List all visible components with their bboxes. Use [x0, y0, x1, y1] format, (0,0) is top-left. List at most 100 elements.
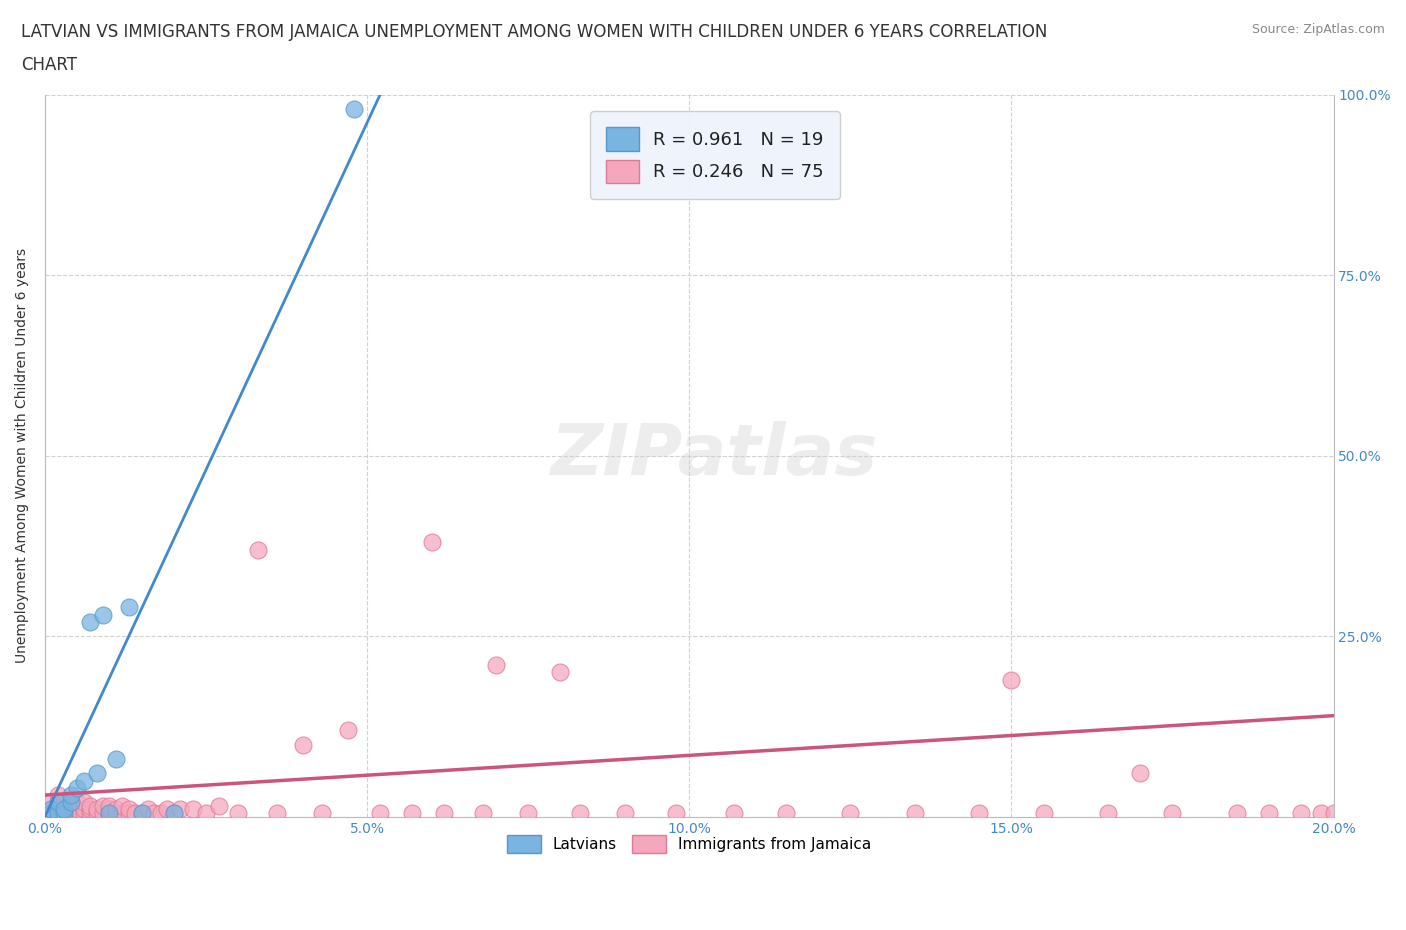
Point — [72, 773, 94, 788]
Point — [904, 805, 927, 820]
Point — [111, 799, 134, 814]
Text: Source: ZipAtlas.com: Source: ZipAtlas.com — [1251, 23, 1385, 36]
Point — [118, 802, 141, 817]
Point — [169, 802, 191, 817]
Point — [91, 799, 114, 814]
Point — [1032, 805, 1054, 820]
Text: LATVIAN VS IMMIGRANTS FROM JAMAICA UNEMPLOYMENT AMONG WOMEN WITH CHILDREN UNDER : LATVIAN VS IMMIGRANTS FROM JAMAICA UNEMP… — [21, 23, 1047, 41]
Point — [46, 805, 69, 820]
Point — [775, 805, 797, 820]
Point — [1322, 805, 1344, 820]
Y-axis label: Unemployment Among Women with Children Under 6 years: Unemployment Among Women with Children U… — [15, 248, 30, 663]
Point — [401, 805, 423, 820]
Point — [1000, 672, 1022, 687]
Point — [163, 805, 186, 820]
Point — [53, 805, 76, 820]
Point — [163, 805, 186, 820]
Point — [143, 805, 166, 820]
Point — [156, 802, 179, 817]
Text: ZIPatlas: ZIPatlas — [551, 421, 879, 490]
Point — [104, 802, 127, 817]
Point — [568, 805, 591, 820]
Point — [72, 795, 94, 810]
Point — [195, 805, 218, 820]
Legend: Latvians, Immigrants from Jamaica: Latvians, Immigrants from Jamaica — [501, 829, 877, 859]
Point — [1097, 805, 1119, 820]
Point — [41, 795, 63, 810]
Point — [46, 795, 69, 810]
Point — [665, 805, 688, 820]
Point — [246, 542, 269, 557]
Point — [53, 802, 76, 817]
Point — [485, 658, 508, 672]
Point — [53, 795, 76, 810]
Point — [1129, 766, 1152, 781]
Point — [118, 600, 141, 615]
Point — [79, 799, 101, 814]
Point — [86, 802, 108, 817]
Point — [66, 780, 89, 795]
Point — [1309, 805, 1331, 820]
Point — [723, 805, 745, 820]
Point — [1291, 805, 1313, 820]
Point — [98, 805, 121, 820]
Point — [59, 795, 82, 810]
Point — [79, 615, 101, 630]
Point — [368, 805, 391, 820]
Point — [104, 751, 127, 766]
Point — [1161, 805, 1184, 820]
Point — [41, 805, 63, 820]
Point — [839, 805, 862, 820]
Point — [311, 805, 333, 820]
Point — [86, 766, 108, 781]
Point — [613, 805, 636, 820]
Point — [149, 805, 172, 820]
Point — [41, 802, 63, 817]
Point — [336, 723, 359, 737]
Point — [181, 802, 204, 817]
Point — [131, 805, 153, 820]
Point — [1258, 805, 1281, 820]
Point — [433, 805, 456, 820]
Point — [59, 788, 82, 803]
Point — [53, 805, 76, 820]
Point — [472, 805, 495, 820]
Point — [208, 799, 231, 814]
Point — [86, 805, 108, 820]
Point — [41, 805, 63, 820]
Point — [291, 737, 314, 752]
Point — [66, 795, 89, 810]
Point — [59, 805, 82, 820]
Point — [136, 802, 159, 817]
Point — [118, 805, 141, 820]
Point — [91, 607, 114, 622]
Point — [79, 802, 101, 817]
Point — [79, 805, 101, 820]
Point — [420, 535, 443, 550]
Point — [72, 802, 94, 817]
Point — [124, 805, 146, 820]
Point — [66, 805, 89, 820]
Point — [1226, 805, 1249, 820]
Point — [111, 805, 134, 820]
Point — [550, 665, 572, 680]
Point — [72, 805, 94, 820]
Point — [131, 805, 153, 820]
Point — [343, 102, 366, 117]
Point — [53, 802, 76, 817]
Point — [967, 805, 990, 820]
Point — [66, 802, 89, 817]
Point — [46, 805, 69, 820]
Point — [98, 799, 121, 814]
Point — [98, 805, 121, 820]
Point — [266, 805, 288, 820]
Point — [517, 805, 540, 820]
Point — [46, 788, 69, 803]
Point — [91, 805, 114, 820]
Point — [104, 805, 127, 820]
Point — [46, 802, 69, 817]
Point — [59, 799, 82, 814]
Point — [226, 805, 249, 820]
Point — [98, 802, 121, 817]
Text: CHART: CHART — [21, 56, 77, 73]
